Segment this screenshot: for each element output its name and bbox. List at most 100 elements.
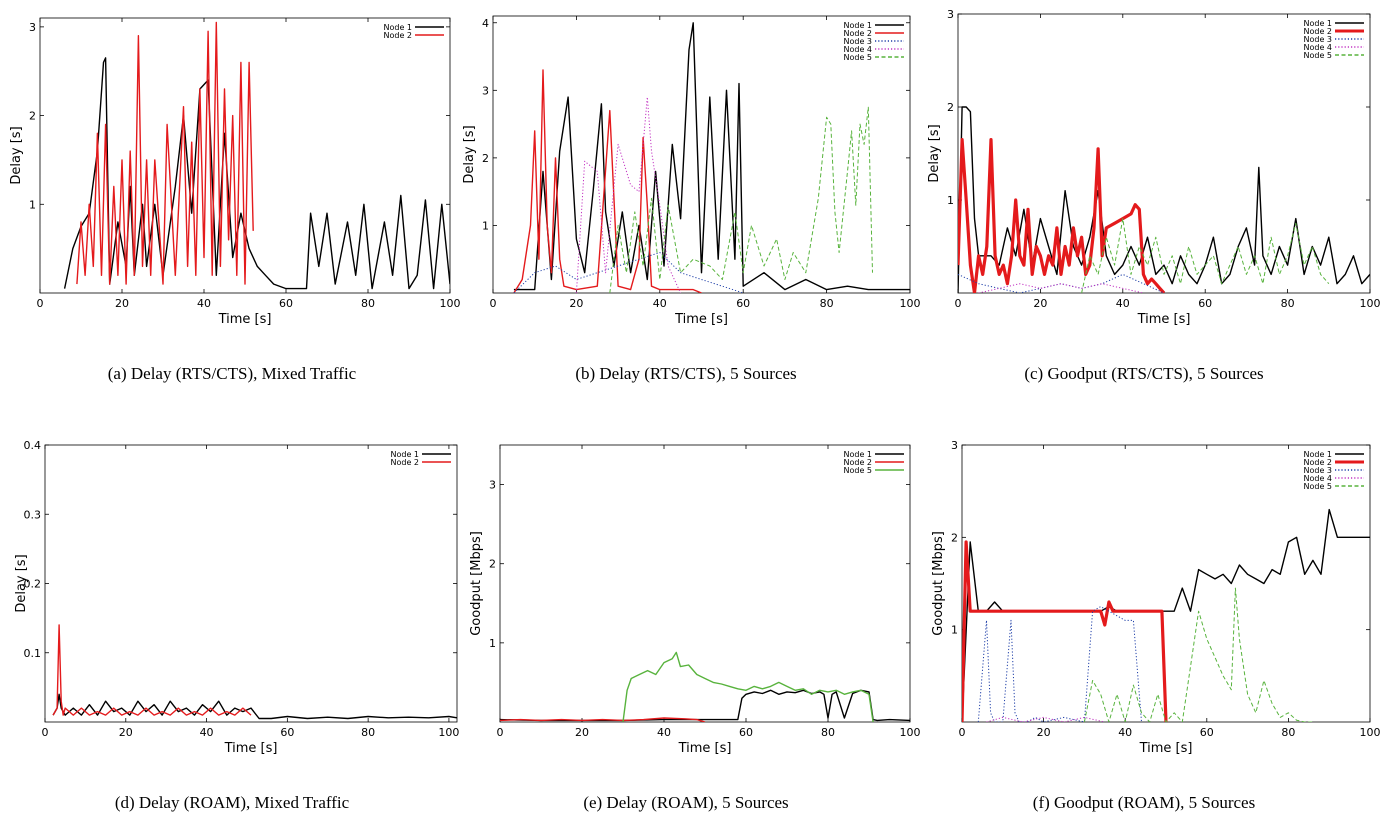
- legend-label: Node 1: [390, 450, 419, 459]
- x-tick-label: 60: [739, 726, 753, 739]
- x-tick-label: 20: [1037, 726, 1051, 739]
- x-tick-label: 100: [440, 297, 461, 310]
- x-tick-label: 40: [653, 297, 667, 310]
- x-axis-label: Time [s]: [678, 741, 732, 756]
- y-tick-label: 2: [951, 531, 958, 544]
- x-tick-label: 20: [1033, 297, 1047, 310]
- chart-panel-0: 0 20 40 60 80 100 1 2 3 Time [s] Delay [s] Node 1No…: [9, 17, 461, 327]
- y-axis-label: Goodput [Mbps]: [931, 531, 946, 636]
- series-line-node-5: [609, 106, 873, 293]
- y-axis-label: Delay [s]: [9, 126, 24, 184]
- plot-frame: [39, 17, 451, 294]
- x-tick-label: 0: [37, 297, 44, 310]
- series-line-node-2: [500, 717, 706, 722]
- caption-b: (b) Delay (RTS/CTS), 5 Sources: [575, 364, 797, 383]
- y-axis-label: Delay [s]: [14, 554, 29, 612]
- x-tick-label: 0: [955, 297, 962, 310]
- x-tick-label: 0: [42, 726, 49, 739]
- x-tick-label: 40: [657, 726, 671, 739]
- y-tick-label: 0.3: [24, 508, 42, 521]
- legend-label: Node 1: [383, 23, 412, 32]
- series-line-node-1: [513, 22, 910, 291]
- y-tick-label: 1: [951, 624, 958, 637]
- x-axis-label: Time [s]: [218, 312, 272, 327]
- y-tick-label: 2: [489, 558, 496, 571]
- legend-label: Node 1: [1303, 450, 1332, 459]
- x-tick-label: 100: [1360, 297, 1381, 310]
- legend-label: Node 3: [843, 37, 872, 46]
- series-line-node-1: [52, 693, 457, 720]
- series-line-node-2: [958, 138, 1166, 293]
- x-tick-label: 60: [736, 297, 750, 310]
- caption-a: (a) Delay (RTS/CTS), Mixed Traffic: [107, 364, 357, 383]
- x-axis-label: Time [s]: [674, 312, 728, 327]
- x-tick-label: 0: [959, 726, 966, 739]
- x-tick-label: 100: [900, 726, 921, 739]
- y-tick-label: 1: [489, 637, 496, 650]
- x-tick-label: 80: [1281, 726, 1295, 739]
- y-tick-label: 3: [951, 439, 958, 452]
- y-tick-label: 0.1: [24, 647, 42, 660]
- x-tick-label: 20: [119, 726, 133, 739]
- legend-label: Node 2: [383, 31, 412, 40]
- x-tick-label: 0: [490, 297, 497, 310]
- legend-label: Node 5: [1303, 482, 1332, 491]
- x-tick-label: 80: [820, 297, 834, 310]
- legend-label: Node 2: [843, 29, 872, 38]
- y-tick-label: 0.2: [24, 578, 42, 591]
- caption-f: (f) Goodput (ROAM), 5 Sources: [1032, 793, 1256, 812]
- legend-label: Node 5: [843, 53, 872, 62]
- y-tick-label: 2: [29, 110, 36, 123]
- chart-panel-5: 0 20 40 60 80 100 1 2 3 Time [s] Goodput [Mbps] Nod…: [931, 439, 1381, 756]
- series-line-node-1: [958, 106, 1370, 293]
- series-line-node-4: [986, 716, 1105, 722]
- legend-label: Node 2: [1303, 458, 1332, 467]
- chart-panel-4: 0 20 40 60 80 100 1 2 3 Time [s] Goodput [Mbps] Nod…: [469, 444, 921, 756]
- caption-c: (c) Goodput (RTS/CTS), 5 Sources: [1024, 364, 1264, 383]
- series-line-node-2: [76, 21, 254, 285]
- y-tick-label: 3: [482, 84, 489, 97]
- x-axis-label: Time [s]: [224, 741, 278, 756]
- plot-frame: [499, 444, 911, 723]
- x-tick-label: 100: [1360, 726, 1381, 739]
- plot-frame: [44, 444, 458, 723]
- x-tick-label: 60: [280, 726, 294, 739]
- y-tick-label: 3: [489, 479, 496, 492]
- series-line-node-3: [977, 606, 1142, 722]
- x-tick-label: 100: [900, 297, 921, 310]
- series-line-node-4: [575, 96, 682, 293]
- y-tick-label: 1: [482, 219, 489, 232]
- x-tick-label: 60: [1198, 297, 1212, 310]
- series-line-node-3: [513, 252, 744, 293]
- legend-label: Node 1: [843, 450, 872, 459]
- x-tick-label: 20: [115, 297, 129, 310]
- x-tick-label: 40: [1118, 726, 1132, 739]
- legend-label: Node 3: [1303, 35, 1332, 44]
- y-axis-label: Goodput [Mbps]: [469, 531, 484, 636]
- legend-label: Node 4: [843, 45, 872, 54]
- x-tick-label: 80: [361, 297, 375, 310]
- x-tick-label: 80: [1281, 297, 1295, 310]
- series-line-node-5: [622, 651, 874, 722]
- y-tick-label: 0.4: [24, 439, 42, 452]
- y-tick-label: 2: [482, 152, 489, 165]
- legend-label: Node 1: [843, 21, 872, 30]
- chart-panel-3: 0 20 40 60 80 100 0.1 0.2 0.3 0.4 Time [s] Delay [s…: [14, 439, 459, 756]
- series-line-node-1: [500, 689, 910, 722]
- x-axis-label: Time [s]: [1137, 312, 1191, 327]
- x-tick-label: 80: [821, 726, 835, 739]
- legend-label: Node 4: [1303, 43, 1332, 52]
- x-axis-label: Time [s]: [1139, 741, 1193, 756]
- y-tick-label: 3: [29, 21, 36, 34]
- series-line-node-2: [513, 69, 702, 293]
- legend-label: Node 2: [843, 458, 872, 467]
- legend-label: Node 1: [1303, 19, 1332, 28]
- y-tick-label: 1: [947, 194, 954, 207]
- legend-label: Node 5: [1303, 51, 1332, 60]
- series-line-node-5: [1081, 218, 1330, 293]
- x-tick-label: 40: [197, 297, 211, 310]
- y-tick-label: 2: [947, 101, 954, 114]
- x-tick-label: 0: [497, 726, 504, 739]
